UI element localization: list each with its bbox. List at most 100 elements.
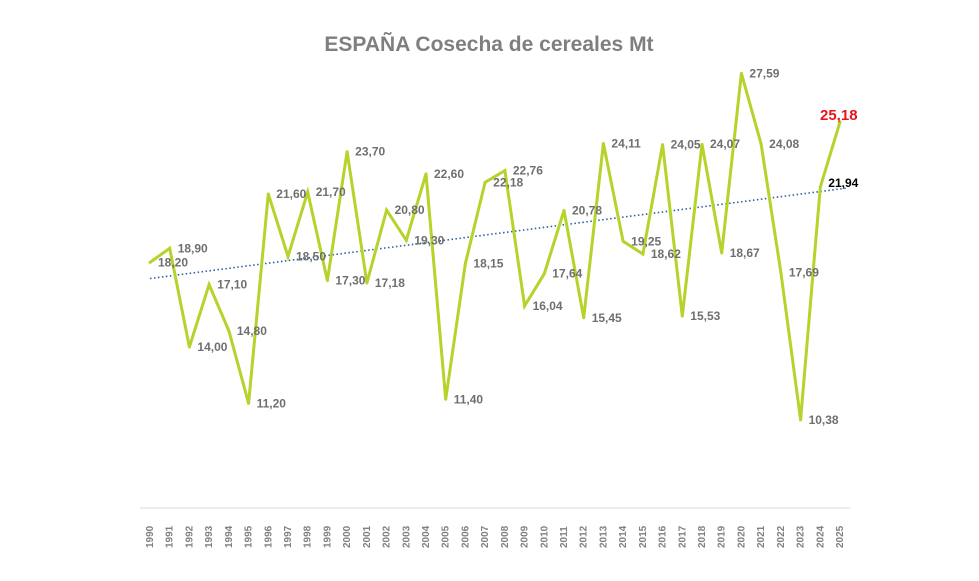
- data-labels: 18,2018,90 14,00 17,10 14,80 11,20 21,60 18,50…: [158, 66, 859, 426]
- data-point-1991: [168, 246, 172, 250]
- data-point-1992: [187, 345, 191, 349]
- data-label-2014: 19,25: [631, 234, 661, 248]
- x-tick-2021: 2021: [756, 525, 767, 548]
- x-tick-2012: 2012: [579, 525, 590, 548]
- x-tick-2018: 2018: [697, 525, 708, 548]
- data-label-2018: 24,07: [710, 137, 740, 151]
- data-label-2011: 20,78: [572, 203, 602, 217]
- data-point-2025: [838, 120, 842, 124]
- data-point-1996: [266, 192, 270, 196]
- trendline: [149, 187, 849, 280]
- data-point-2006: [463, 261, 467, 265]
- data-label-2006: 18,15: [473, 256, 503, 270]
- data-label-1990: 18,20: [158, 255, 188, 269]
- x-tick-1998: 1998: [303, 525, 314, 548]
- data-point-2003: [404, 238, 408, 242]
- data-point-2017: [680, 314, 684, 318]
- x-tick-1994: 1994: [224, 525, 235, 548]
- data-label-1997: 18,50: [296, 249, 326, 263]
- data-label-2012: 15,45: [592, 311, 622, 325]
- x-tick-1990: 1990: [145, 525, 156, 548]
- data-label-2025: 25,18: [820, 107, 858, 124]
- data-point-2001: [365, 281, 369, 285]
- data-point-2012: [582, 316, 586, 320]
- x-tick-2001: 2001: [362, 525, 373, 548]
- data-point-1995: [247, 401, 251, 405]
- x-tick-2006: 2006: [460, 525, 471, 548]
- data-label-2019: 18,67: [730, 246, 760, 260]
- data-label-2007: 22,18: [493, 175, 523, 189]
- data-label-2022: 17,69: [789, 266, 819, 280]
- x-tick-2019: 2019: [717, 525, 728, 548]
- data-point-1999: [325, 279, 329, 283]
- data-label-2015: 18,62: [651, 247, 681, 261]
- data-point-2010: [542, 272, 546, 276]
- x-tick-2011: 2011: [559, 526, 570, 548]
- data-point-1990: [148, 260, 152, 264]
- x-tick-2003: 2003: [401, 525, 412, 548]
- data-label-2021: 24,08: [769, 137, 799, 151]
- data-point-2002: [385, 208, 389, 212]
- x-tick-1995: 1995: [244, 525, 255, 548]
- x-axis-ticks: 1990 1991 1992 1993 1994 1995 1996 1997 1998 1999…: [145, 525, 846, 548]
- series-line-layer: [148, 71, 842, 422]
- data-label-1996: 21,60: [276, 187, 306, 201]
- x-tick-2004: 2004: [421, 525, 432, 548]
- x-tick-2014: 2014: [618, 525, 629, 548]
- data-point-2015: [641, 252, 645, 256]
- data-point-2014: [621, 239, 625, 243]
- data-point-2005: [444, 397, 448, 401]
- data-label-2009: 16,04: [533, 299, 563, 313]
- data-point-2023: [799, 418, 803, 422]
- x-tick-2002: 2002: [382, 525, 393, 548]
- x-tick-2017: 2017: [677, 525, 688, 548]
- x-tick-2010: 2010: [539, 525, 550, 548]
- data-label-1991: 18,90: [178, 241, 208, 255]
- data-label-2005: 11,40: [454, 392, 484, 406]
- data-point-1997: [286, 254, 290, 258]
- data-point-2009: [523, 304, 527, 308]
- x-tick-2008: 2008: [500, 525, 511, 548]
- x-tick-2015: 2015: [638, 525, 649, 548]
- series-line: [149, 72, 842, 420]
- data-point-2024: [818, 185, 822, 189]
- data-label-2004: 22,60: [434, 167, 464, 181]
- data-point-1994: [227, 329, 231, 333]
- x-tick-2024: 2024: [815, 525, 826, 548]
- data-label-1994: 14,80: [237, 324, 267, 338]
- data-label-2017: 15,53: [690, 309, 720, 323]
- x-tick-2016: 2016: [658, 525, 669, 548]
- data-point-2000: [345, 150, 349, 154]
- x-tick-2013: 2013: [598, 525, 609, 548]
- data-label-2008: 22,76: [513, 164, 543, 178]
- x-tick-2020: 2020: [736, 525, 747, 548]
- x-tick-1996: 1996: [263, 525, 274, 548]
- data-point-1998: [306, 190, 310, 194]
- data-point-2008: [503, 169, 507, 173]
- data-label-2016: 24,05: [671, 138, 701, 152]
- data-label-1992: 14,00: [197, 340, 227, 354]
- data-point-2022: [779, 271, 783, 275]
- data-point-2004: [424, 172, 428, 176]
- data-label-1993: 17,10: [217, 278, 247, 292]
- data-label-2002: 20,80: [395, 203, 425, 217]
- data-point-2021: [759, 142, 763, 146]
- x-tick-2025: 2025: [835, 525, 846, 548]
- data-label-2010: 17,64: [552, 267, 582, 281]
- x-tick-2023: 2023: [796, 525, 807, 548]
- data-label-2003: 19,30: [414, 233, 444, 247]
- data-point-2016: [661, 143, 665, 147]
- data-label-2000: 23,70: [355, 145, 385, 159]
- x-tick-2007: 2007: [480, 525, 491, 548]
- data-point-2020: [739, 71, 743, 75]
- x-tick-2022: 2022: [776, 525, 787, 548]
- chart-title: ESPAÑA Cosecha de cereales Mt: [324, 33, 653, 56]
- trendline-layer: [149, 187, 849, 280]
- data-point-1993: [207, 283, 211, 287]
- data-point-2007: [483, 180, 487, 184]
- x-tick-2000: 2000: [342, 525, 353, 548]
- data-point-2018: [700, 142, 704, 146]
- x-tick-2005: 2005: [441, 525, 452, 548]
- x-tick-1999: 1999: [322, 525, 333, 548]
